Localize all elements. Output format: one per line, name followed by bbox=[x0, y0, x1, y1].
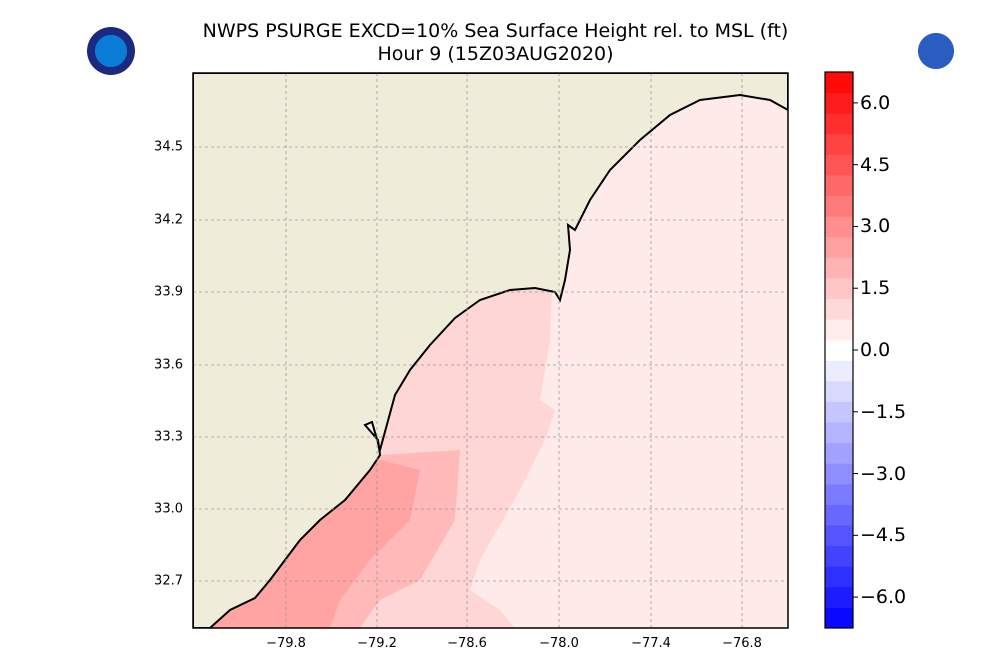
lat-tick-label: 33.0 bbox=[154, 501, 183, 517]
colorbar-segment bbox=[825, 154, 853, 176]
colorbar-tick-label: 4.5 bbox=[860, 153, 891, 176]
colorbar-segment bbox=[825, 195, 853, 217]
colorbar-segment bbox=[825, 607, 853, 629]
colorbar-tick-label: −4.5 bbox=[860, 524, 907, 547]
colorbar-tick-label: −1.5 bbox=[860, 400, 907, 423]
lat-tick-label: 32.7 bbox=[154, 573, 183, 589]
lon-tick-label: −79.2 bbox=[357, 636, 397, 651]
colorbar-segment bbox=[825, 236, 853, 258]
colorbar-segment bbox=[825, 92, 853, 114]
lat-tick-label: 33.6 bbox=[154, 357, 183, 373]
lat-tick-label: 33.3 bbox=[154, 429, 183, 445]
colorbar-segment bbox=[825, 113, 853, 135]
lon-tick-label: −78.6 bbox=[447, 636, 487, 651]
colorbar-segment bbox=[825, 401, 853, 423]
colorbar-segment bbox=[825, 216, 853, 238]
chart-subtitle: Hour 9 (15Z03AUG2020) bbox=[377, 43, 614, 65]
colorbar-segment bbox=[825, 339, 853, 361]
colorbar-segment bbox=[825, 525, 853, 547]
noaa-logo bbox=[83, 23, 139, 79]
chart-title: NWPS PSURGE EXCD=10% Sea Surface Height … bbox=[202, 20, 789, 42]
colorbar-segment bbox=[825, 422, 853, 444]
colorbar-segment bbox=[825, 586, 853, 608]
land bbox=[193, 73, 788, 628]
colorbar-segment bbox=[825, 319, 853, 341]
colorbar-tick-label: −6.0 bbox=[860, 586, 907, 609]
nws-logo bbox=[908, 23, 964, 79]
colorbar-segment bbox=[825, 174, 853, 197]
colorbar-segment bbox=[825, 133, 853, 155]
colorbar-tick-label: 3.0 bbox=[860, 215, 891, 238]
lat-tick-label: 34.5 bbox=[154, 139, 183, 155]
lon-tick-label: −76.8 bbox=[722, 636, 762, 651]
colorbar-segment bbox=[825, 72, 853, 94]
colorbar-segment bbox=[825, 545, 853, 567]
colorbar-segment bbox=[825, 566, 853, 588]
colorbar-tick-label: 6.0 bbox=[860, 91, 891, 114]
colorbar-segment bbox=[825, 257, 853, 279]
lat-tick-label: 33.9 bbox=[154, 284, 183, 300]
colorbar-segment bbox=[825, 298, 853, 320]
lon-tick-label: −77.4 bbox=[631, 636, 671, 651]
colorbar-segment bbox=[825, 504, 853, 526]
lon-tick-label: −78.0 bbox=[539, 636, 579, 651]
colorbar-tick-label: 1.5 bbox=[860, 277, 891, 300]
colorbar-tick-label: 0.0 bbox=[860, 339, 891, 361]
colorbar-frame bbox=[824, 71, 854, 629]
lon-tick-label: −79.8 bbox=[266, 636, 306, 651]
inner-shelf-surge-area bbox=[193, 288, 555, 628]
colorbar-tick-label: −3.0 bbox=[860, 462, 907, 485]
colorbar-segment bbox=[825, 360, 853, 382]
lat-tick-label: 34.2 bbox=[154, 212, 183, 228]
colorbar-segment bbox=[825, 483, 853, 505]
colorbar-segment bbox=[825, 380, 853, 402]
colorbar-segment bbox=[825, 463, 853, 485]
map-frame bbox=[192, 72, 789, 629]
colorbar-segment bbox=[825, 277, 853, 300]
colorbar-segment bbox=[825, 442, 853, 464]
